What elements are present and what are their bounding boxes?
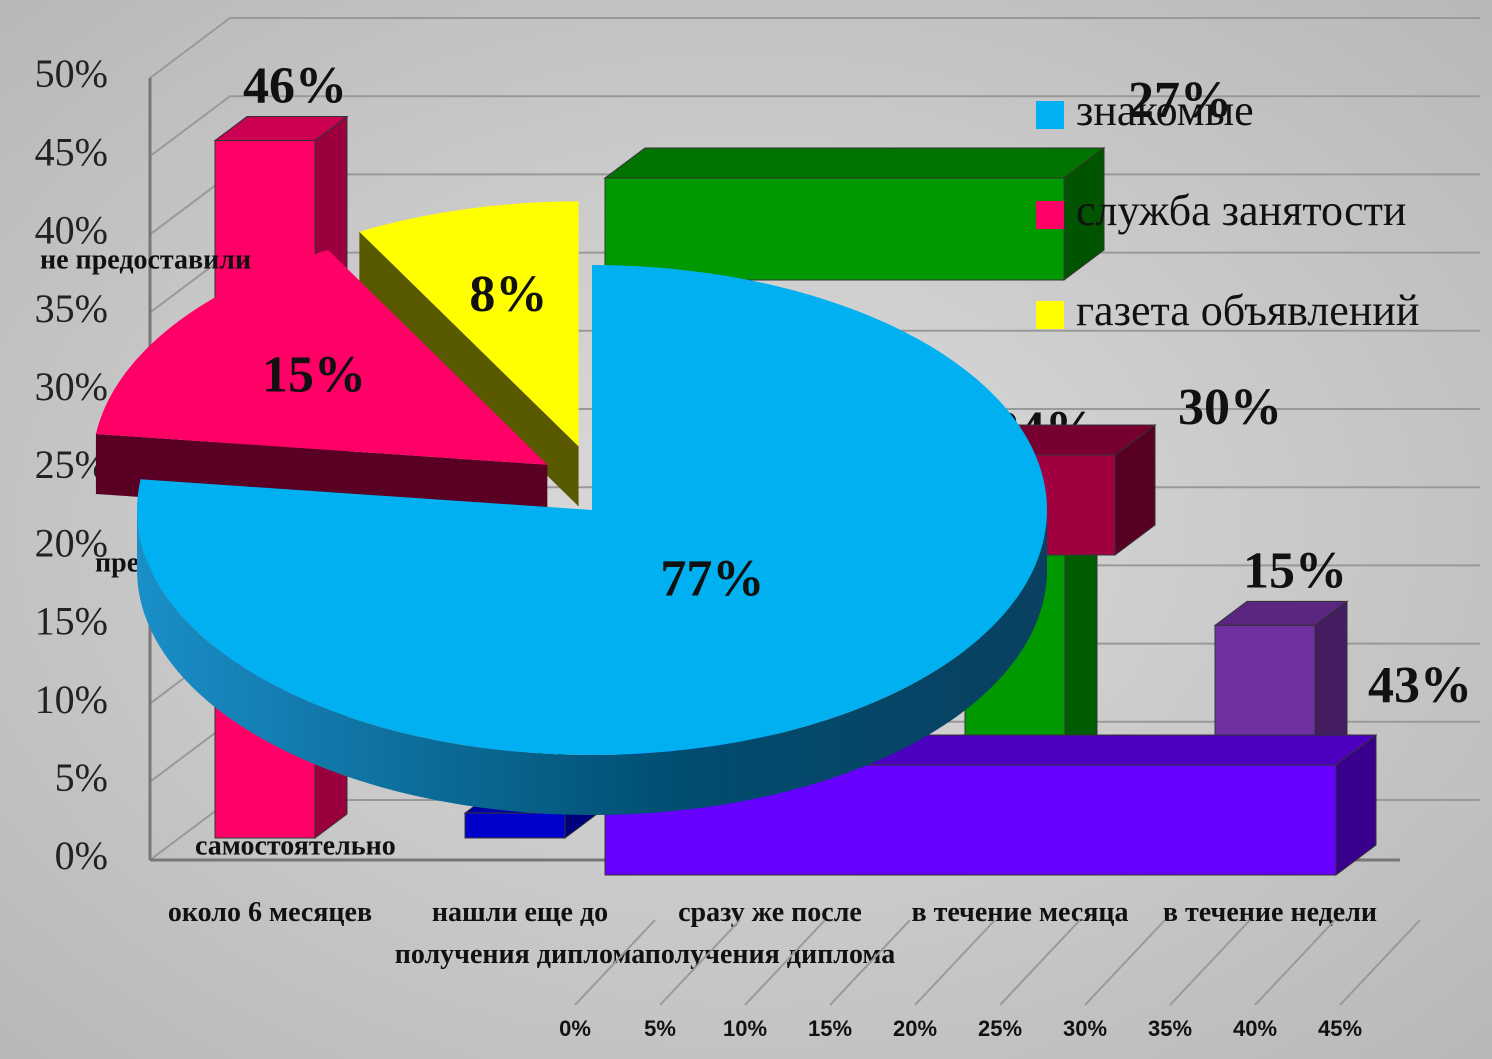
value-label: 43% (1368, 657, 1472, 714)
legend-swatch (1036, 301, 1064, 329)
slice-side (137, 510, 1047, 815)
bar (464, 812, 566, 839)
x-tick-label: 20% (893, 1016, 937, 1041)
y-tick-label: 0% (55, 833, 108, 878)
pie-chart: 8% 15% 77% знакомые служба занятости газета о… (95, 86, 1419, 815)
x-tick-label: в течение недели (1163, 897, 1377, 928)
grid-line (149, 17, 1480, 79)
legend-label: знакомые (1076, 86, 1254, 135)
x-tick-label: 35% (1148, 1016, 1192, 1041)
grid-line (149, 95, 1480, 157)
slice-side (359, 231, 579, 507)
y-tick-label: 15% (35, 599, 108, 644)
pie-slice (359, 201, 579, 447)
y-tick-label: 40% (35, 208, 108, 253)
y-tick-label: 25% (35, 442, 108, 487)
bar (604, 177, 1065, 281)
value-label: 27% (1128, 72, 1232, 129)
pie-slice (137, 265, 1048, 755)
y-tick-label: 20% (35, 520, 108, 565)
grid-line (659, 919, 741, 1006)
x-tick-label: нашли еще до получения диплома (395, 897, 646, 970)
slice-side (137, 510, 138, 570)
x-tick-label: 0% (559, 1016, 591, 1041)
value-label: 77% (660, 550, 764, 607)
value-label: 8% (469, 266, 547, 323)
bar-top (603, 147, 1106, 179)
grid-line (1339, 919, 1421, 1006)
x-tick-label: 25% (978, 1016, 1022, 1041)
y-tick-label: самостоятельно (195, 830, 396, 861)
value-label: 15% (262, 346, 366, 403)
x-tick-label: около 6 месяцев (168, 897, 372, 928)
value-label: 46% (243, 57, 347, 114)
grid-line (1254, 919, 1336, 1006)
legend-swatch (1036, 101, 1064, 129)
grid-line (914, 919, 996, 1006)
y-tick-label: 35% (35, 286, 108, 331)
pie-slice (95, 250, 548, 465)
x-tick-label: сразу же после получения диплома (645, 897, 896, 970)
y-tick-label: не предоставили (40, 244, 251, 275)
grid-line (1084, 919, 1166, 1006)
y-tick-label: 45% (35, 129, 108, 174)
legend-label: газета объявлений (1076, 286, 1419, 335)
value-label: 15% (1243, 542, 1347, 599)
y-tick-label: 10% (35, 677, 108, 722)
grid-line (999, 919, 1081, 1006)
x-tick-label: в течение месяца (911, 897, 1128, 928)
legend-swatch (1036, 201, 1064, 229)
y-tick-label: 5% (55, 755, 108, 800)
value-label: 30% (1178, 379, 1282, 436)
y-tick-label: 50% (35, 51, 108, 96)
x-tick-label: 5% (644, 1016, 676, 1041)
x-tick-label: 10% (723, 1016, 767, 1041)
grid-line (574, 919, 656, 1006)
grid-line (1169, 919, 1251, 1006)
x-tick-label: 15% (808, 1016, 852, 1041)
x-tick-label: 45% (1318, 1016, 1362, 1041)
x-tick-label: 30% (1063, 1016, 1107, 1041)
grid-line (829, 919, 911, 1006)
grid-line (744, 919, 826, 1006)
y-tick-label: 30% (35, 364, 108, 409)
x-tick-label: 40% (1233, 1016, 1277, 1041)
legend-label: служба занятости (1076, 186, 1406, 235)
